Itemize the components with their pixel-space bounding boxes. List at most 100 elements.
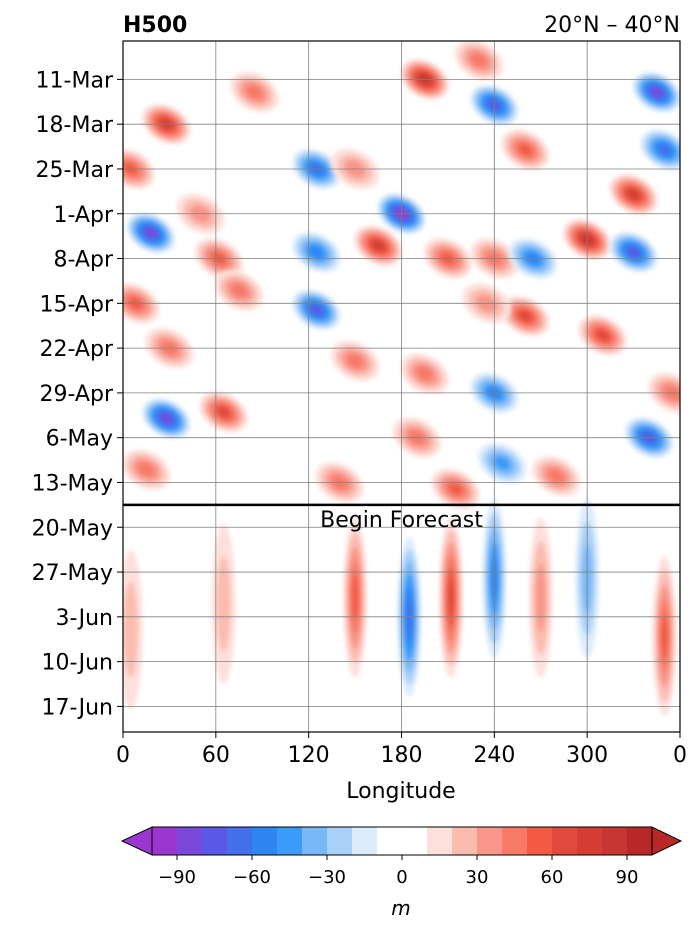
x-tick-label: 60 xyxy=(202,743,230,768)
colorbar-extend-max xyxy=(651,826,683,856)
contour-level xyxy=(146,229,156,237)
y-axis-ticks: 11-Mar 18-Mar 25-Mar 1-Apr 8-Apr 15-Apr 22-Apr… xyxy=(32,68,123,720)
colorbar-segment xyxy=(177,827,203,855)
colorbar-segment xyxy=(152,827,178,855)
contour-feature xyxy=(431,468,480,510)
contour-level xyxy=(535,563,546,632)
y-tick-label: 13-May xyxy=(32,471,113,496)
y-tick-label: 27-May xyxy=(32,561,113,586)
colorbar-tick-label: 0 xyxy=(396,867,407,888)
y-tick-label: 6-May xyxy=(46,427,113,452)
contour-level xyxy=(309,246,324,258)
y-tick-label: 8-Apr xyxy=(53,248,113,273)
contour-level xyxy=(518,144,532,156)
contour-feature xyxy=(292,231,341,273)
colorbar-segment xyxy=(277,827,303,855)
contour-feature xyxy=(123,549,143,710)
forecast-line-group: Begin Forecast xyxy=(123,503,680,533)
contour-level xyxy=(351,575,359,620)
colorbar-tick-label: 60 xyxy=(541,867,564,888)
contour-level xyxy=(548,469,565,483)
colorbar-label: m xyxy=(391,896,410,920)
contour-level xyxy=(217,407,230,417)
x-tick-label: 180 xyxy=(381,743,423,768)
x-tick-label: 300 xyxy=(566,743,608,768)
colorbar-segment xyxy=(327,827,353,855)
colorbar-segment xyxy=(227,827,253,855)
colorbar-segment xyxy=(477,827,503,855)
plot-area xyxy=(123,41,680,732)
contour-level xyxy=(597,330,609,341)
contour-feature xyxy=(640,129,680,171)
y-tick-label: 20-May xyxy=(32,516,113,541)
colorbar-segment xyxy=(452,827,478,855)
colorbar-tick-label: 30 xyxy=(466,867,489,888)
colorbar-segment xyxy=(527,827,553,855)
colorbar-segment xyxy=(602,827,628,855)
y-tick-label: 1-Apr xyxy=(53,203,113,228)
colorbar-segment xyxy=(252,827,278,855)
colorbar-segment xyxy=(302,827,328,855)
chart-subtitle: 20°N – 40°N xyxy=(544,13,680,38)
contour-feature xyxy=(354,225,403,267)
contour-feature xyxy=(652,556,677,717)
contour-level xyxy=(519,311,531,321)
y-tick-label: 25-Mar xyxy=(36,158,114,183)
contour-feature xyxy=(454,41,504,81)
contour-level xyxy=(449,483,463,495)
contour-level xyxy=(652,88,662,96)
contour-level xyxy=(493,456,511,471)
y-tick-label: 18-Mar xyxy=(36,113,114,138)
y-tick-label: 3-Jun xyxy=(55,606,113,631)
colorbar-segment xyxy=(627,827,653,855)
y-tick-label: 10-Jun xyxy=(41,651,113,676)
colorbar-segment xyxy=(577,827,603,855)
y-tick-label: 22-Apr xyxy=(39,337,113,362)
x-tick-label: 0 xyxy=(116,743,130,768)
contour-level xyxy=(246,85,263,99)
contour-feature xyxy=(214,270,264,311)
x-axis-ticks: 0 60 120 180 240 300 0 xyxy=(116,732,687,768)
contour-feature xyxy=(609,231,658,273)
y-tick-label: 29-Apr xyxy=(39,382,113,407)
contour-feature xyxy=(142,398,191,439)
forecast-label: Begin Forecast xyxy=(320,508,483,533)
contour-feature xyxy=(562,219,612,260)
contour-feature xyxy=(501,129,550,171)
colorbar-segment xyxy=(427,827,453,855)
contour-feature xyxy=(343,517,368,678)
y-tick-label: 17-Jun xyxy=(41,695,113,720)
chart-title: H500 xyxy=(123,13,187,38)
contour-level xyxy=(661,614,668,658)
x-axis-label: Longitude xyxy=(346,779,455,804)
colorbar-tick-label: −60 xyxy=(233,867,271,888)
contour-level xyxy=(448,579,454,617)
contour-feature xyxy=(609,174,658,215)
colorbar: −90 −60 −30 0 30 60 90 xyxy=(120,826,683,888)
y-tick-label: 15-Apr xyxy=(39,292,113,317)
colorbar-segment xyxy=(552,827,578,855)
contour-level xyxy=(628,190,639,199)
contour-feature xyxy=(211,524,236,685)
colorbar-tick-label: −90 xyxy=(158,867,196,888)
x-tick-label: 120 xyxy=(288,743,330,768)
colorbar-extend-min xyxy=(120,826,153,856)
contour-level xyxy=(230,283,248,298)
contour-level xyxy=(416,366,433,381)
contour-level xyxy=(311,305,322,314)
contour-level xyxy=(346,354,364,368)
contour-feature xyxy=(292,289,341,331)
colorbar-segment xyxy=(377,827,428,855)
contour-feature xyxy=(126,212,176,254)
contour-feature xyxy=(439,517,464,678)
contour-feature xyxy=(330,340,380,382)
colorbar-segment xyxy=(352,827,378,855)
colorbar-segment xyxy=(502,827,528,855)
contour-level xyxy=(470,53,487,67)
contour-feature xyxy=(199,391,248,433)
contour-level xyxy=(216,556,231,653)
colorbar-tick-label: −30 xyxy=(308,867,346,888)
contour-feature xyxy=(477,442,527,484)
contour-level xyxy=(658,145,671,155)
